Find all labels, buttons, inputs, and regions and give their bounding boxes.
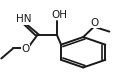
Text: HN: HN <box>16 14 31 24</box>
Text: O: O <box>21 44 30 54</box>
Text: O: O <box>91 18 99 28</box>
Text: OH: OH <box>51 10 67 20</box>
